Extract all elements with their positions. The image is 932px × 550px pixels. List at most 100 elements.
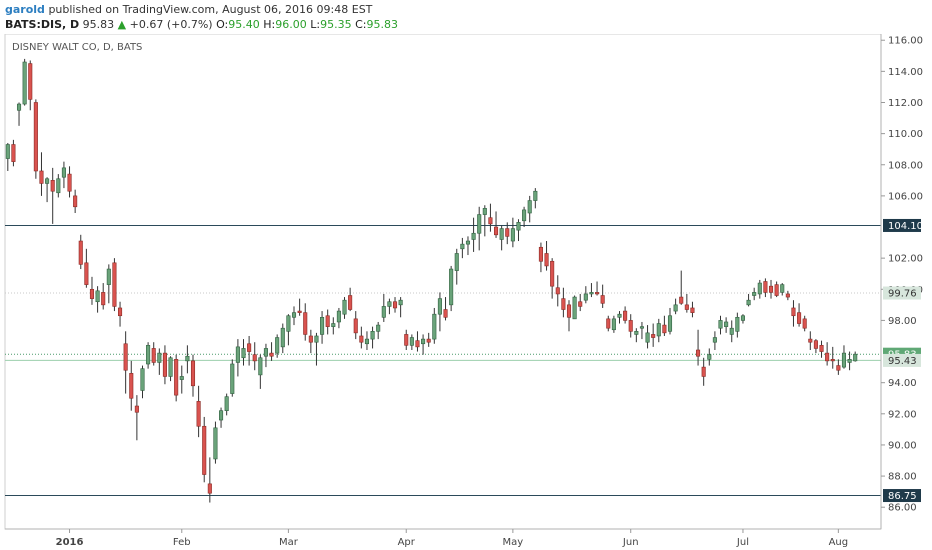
- candle-body: [320, 317, 325, 335]
- candle-body: [825, 352, 830, 362]
- candle-body: [230, 363, 235, 394]
- candle-body: [336, 310, 341, 323]
- time-tick-label: Jul: [736, 537, 749, 548]
- candle-body: [505, 228, 510, 237]
- price-tick-label: 116.00: [888, 36, 923, 47]
- candle-body: [22, 61, 27, 105]
- candle-body: [572, 296, 577, 320]
- candle-body: [746, 299, 751, 306]
- last-price: 95.83: [82, 18, 115, 31]
- candle-body: [707, 354, 712, 360]
- candle-body: [151, 348, 156, 363]
- time-tick-label: Apr: [398, 537, 416, 548]
- candle-body: [752, 292, 757, 296]
- candle-body: [701, 366, 706, 377]
- candle-body: [89, 288, 95, 299]
- candle-body: [600, 295, 605, 304]
- candle-body: [359, 335, 364, 343]
- candle-body: [258, 357, 263, 376]
- price-tag-bg: [883, 286, 921, 300]
- candle-body: [740, 315, 745, 321]
- candle-body: [785, 293, 790, 298]
- candle-body: [589, 292, 594, 295]
- low-value: 95.35: [320, 18, 352, 31]
- candle-body: [134, 405, 139, 413]
- author-link[interactable]: garold: [5, 3, 45, 16]
- price-tag-label: 86.75: [888, 491, 917, 502]
- price-tick-label: 98.00: [888, 316, 917, 327]
- time-tick-label: 2016: [56, 537, 84, 548]
- symbol-label: BATS:DIS, D: [5, 18, 80, 31]
- candle-body: [84, 262, 89, 285]
- candle-body: [662, 324, 667, 334]
- open-label: O:: [216, 18, 229, 31]
- time-tick-label: Aug: [829, 537, 849, 548]
- candle-body: [729, 327, 734, 335]
- candle-body: [235, 346, 240, 363]
- candle-body: [477, 214, 482, 234]
- candle-body: [314, 335, 319, 343]
- price-tag-label: 99.76: [888, 289, 917, 300]
- close-value: 95.83: [366, 18, 398, 31]
- price-tick-label: 94.00: [888, 378, 917, 389]
- time-axis[interactable]: 2016 Feb Mar Apr May Jun Jul Aug: [56, 529, 849, 548]
- candle-body: [555, 287, 560, 295]
- candle-body: [224, 396, 229, 411]
- price-tick-label: 88.00: [888, 472, 917, 483]
- candle-body: [118, 307, 123, 317]
- candle-body: [735, 317, 740, 332]
- price-chart[interactable]: DISNEY WALT CO, D, BATS 116.00 114.00 112.…: [0, 34, 932, 550]
- candle-body: [174, 359, 179, 396]
- candle-body: [146, 345, 151, 365]
- candle-body: [207, 483, 212, 494]
- candle-body: [774, 284, 779, 296]
- candle-body: [763, 281, 768, 293]
- candle-body: [409, 337, 414, 346]
- change-arrow-icon: ▲: [117, 18, 127, 31]
- candle-body: [39, 170, 44, 184]
- candle-body: [454, 253, 459, 271]
- candle-body: [611, 318, 616, 331]
- price-tag-label: 104.10: [888, 221, 923, 232]
- candle-body: [522, 209, 527, 222]
- price-tick-label: 102.00: [888, 254, 923, 265]
- price-tag-label: 95.43: [888, 356, 917, 367]
- candle-body: [830, 359, 835, 362]
- candle-body: [623, 310, 628, 321]
- candle-body: [757, 282, 762, 295]
- candle-body: [45, 178, 50, 184]
- high-label: H:: [263, 18, 276, 31]
- candle-body: [415, 340, 420, 348]
- candle-body: [460, 243, 465, 250]
- candle-body: [398, 299, 403, 306]
- candle-body: [140, 368, 145, 391]
- price-tag-bg: [883, 218, 921, 232]
- price-axis[interactable]: 116.00 114.00 112.00 110.00 108.00 106.00 102.…: [881, 36, 923, 514]
- candle-body: [202, 425, 207, 475]
- price-tick-label: 110.00: [888, 129, 923, 140]
- candle-body: [645, 332, 650, 343]
- chart-header: garold published on TradingView.com, Aug…: [5, 2, 398, 32]
- plot-area[interactable]: [4, 34, 882, 530]
- price-tick-label: 108.00: [888, 160, 923, 171]
- candle-body: [538, 246, 543, 262]
- published-text: published on TradingView.com, August 06,…: [48, 3, 373, 16]
- candle-body: [606, 318, 611, 329]
- candle-body: [566, 304, 572, 318]
- candle-body: [291, 312, 297, 318]
- candle-body: [813, 340, 818, 349]
- time-tick-label: Feb: [173, 537, 191, 548]
- candle-body: [443, 309, 448, 318]
- time-tick-label: Mar: [279, 537, 299, 548]
- candle-body: [836, 365, 841, 371]
- candle-body: [275, 337, 280, 354]
- candle-body: [780, 284, 785, 293]
- candle-body: [5, 144, 10, 159]
- candle-body: [578, 301, 583, 307]
- candle-body: [426, 338, 431, 343]
- candle-body: [493, 226, 499, 236]
- candle-body: [471, 232, 476, 240]
- high-value: 96.00: [275, 18, 307, 31]
- candle-body: [123, 343, 128, 371]
- candle-body: [157, 352, 162, 363]
